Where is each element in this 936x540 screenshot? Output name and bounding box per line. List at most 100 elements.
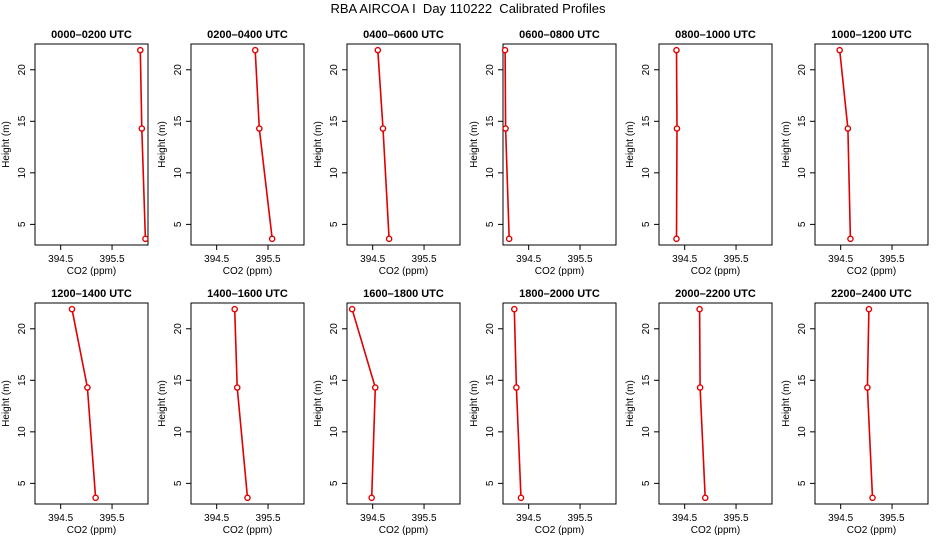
- y-axis-label: Height (m): [1, 380, 12, 427]
- y-tick-label: 10: [485, 426, 496, 438]
- x-tick-label: 395.5: [880, 513, 905, 524]
- y-tick-label: 20: [329, 64, 340, 76]
- y-tick-label: 20: [17, 323, 28, 335]
- plot-frame: [346, 302, 461, 505]
- x-tick-label: 394.5: [828, 254, 853, 265]
- profile-point: [673, 46, 680, 54]
- plot-frame: [34, 302, 149, 505]
- y-axis-label: Height (m): [781, 121, 792, 168]
- x-tick-label: 395.5: [100, 513, 125, 524]
- x-tick-label: 395.5: [880, 254, 905, 265]
- y-tick-label: 10: [173, 426, 184, 438]
- x-axis-label: CO2 (ppm): [223, 525, 272, 536]
- x-tick-label: 395.5: [724, 254, 749, 265]
- profile-line: [377, 50, 390, 239]
- y-tick-label: 10: [17, 167, 28, 179]
- profile-point: [233, 384, 241, 391]
- profile-line: [351, 308, 377, 498]
- y-tick-label: 20: [641, 323, 652, 335]
- y-tick-label: 20: [329, 323, 340, 335]
- x-tick-label: 395.5: [256, 254, 281, 265]
- profile-point: [510, 305, 518, 313]
- y-tick-label: 15: [485, 115, 496, 127]
- y-axis-label: Height (m): [781, 380, 792, 427]
- y-tick-label: 10: [641, 426, 652, 438]
- profile-point: [136, 46, 144, 54]
- profile-line: [233, 309, 249, 498]
- profile-panel: 0400–0600 UTC 394.5 395.5 5 10 15 20 CO2 (ppm) H…: [313, 29, 461, 277]
- y-tick-label: 5: [641, 480, 652, 486]
- x-axis-label: CO2 (ppm): [691, 266, 740, 277]
- x-tick-label: 395.5: [412, 513, 437, 524]
- profile-point: [371, 384, 379, 391]
- x-tick-label: 394.5: [48, 513, 73, 524]
- profile-point: [251, 46, 259, 54]
- profile-point: [142, 235, 149, 243]
- profile-point: [68, 305, 76, 313]
- profile-point: [505, 235, 513, 243]
- y-tick-label: 20: [173, 323, 184, 335]
- y-axis-label: Height (m): [313, 121, 324, 168]
- y-tick-label: 5: [173, 221, 184, 227]
- plot-frame: [658, 302, 773, 505]
- profile-line: [866, 309, 874, 498]
- profile-point: [869, 494, 876, 502]
- profile-point: [517, 494, 525, 502]
- y-tick-label: 10: [173, 167, 184, 179]
- plot-frame: [814, 43, 929, 246]
- panel-title: 1000–1200 UTC: [831, 29, 912, 41]
- y-tick-label: 20: [797, 64, 808, 76]
- profile-point: [836, 46, 843, 54]
- profile-point: [501, 46, 509, 54]
- x-tick-label: 394.5: [360, 513, 385, 524]
- y-tick-label: 15: [17, 374, 28, 386]
- x-axis-label: CO2 (ppm): [67, 525, 116, 536]
- panel-title: 1200–1400 UTC: [51, 288, 132, 300]
- profile-point: [379, 125, 387, 132]
- y-tick-label: 5: [17, 480, 28, 486]
- profile-point: [268, 235, 276, 243]
- y-tick-label: 10: [641, 167, 652, 179]
- y-tick-label: 5: [485, 480, 496, 486]
- profile-point: [385, 235, 393, 243]
- panel-title: 0400–0600 UTC: [363, 29, 444, 41]
- panel-title: 1600–1800 UTC: [363, 288, 444, 300]
- y-tick-label: 15: [173, 374, 184, 386]
- y-axis-label: Height (m): [313, 380, 324, 427]
- profile-panel: 0000–0200 UTC 394.5 395.5 5 10 15 20 CO2 (ppm) H…: [1, 29, 149, 277]
- x-tick-label: 394.5: [672, 254, 697, 265]
- x-axis-label: CO2 (ppm): [691, 525, 740, 536]
- y-tick-label: 5: [641, 221, 652, 227]
- x-tick-label: 395.5: [568, 254, 593, 265]
- y-axis-label: Height (m): [1, 121, 12, 168]
- x-axis-label: CO2 (ppm): [847, 525, 896, 536]
- y-tick-label: 20: [485, 64, 496, 76]
- profile-panel: 0800–1000 UTC 394.5 395.5 5 10 15 20 CO2 (ppm) H…: [625, 29, 773, 277]
- x-tick-label: 394.5: [516, 513, 541, 524]
- y-tick-label: 10: [485, 167, 496, 179]
- panel-title: 1400–1600 UTC: [207, 288, 288, 300]
- profile-panel: 0600–0800 UTC 394.5 395.5 5 10 15 20 CO2 (ppm) H…: [469, 29, 617, 277]
- x-tick-label: 395.5: [724, 513, 749, 524]
- y-tick-label: 5: [797, 480, 808, 486]
- x-tick-label: 394.5: [672, 513, 697, 524]
- x-tick-label: 395.5: [568, 513, 593, 524]
- plot-frame: [346, 43, 461, 246]
- y-tick-label: 10: [329, 426, 340, 438]
- profile-line: [504, 50, 510, 239]
- x-axis-label: CO2 (ppm): [535, 525, 584, 536]
- y-tick-label: 5: [17, 221, 28, 227]
- x-tick-label: 394.5: [48, 254, 73, 265]
- profile-panel: 1600–1800 UTC 394.5 395.5 5 10 15 20 CO2 (ppm) H…: [313, 288, 461, 536]
- profile-line: [838, 50, 852, 239]
- x-tick-label: 394.5: [204, 254, 229, 265]
- y-tick-label: 15: [173, 115, 184, 127]
- profile-point: [701, 494, 709, 502]
- y-axis-label: Height (m): [157, 380, 168, 427]
- plot-frame: [502, 302, 617, 505]
- profile-point: [84, 384, 91, 391]
- x-axis-label: CO2 (ppm): [223, 266, 272, 277]
- panel-title: 2200–2400 UTC: [831, 288, 912, 300]
- profile-point: [368, 494, 375, 502]
